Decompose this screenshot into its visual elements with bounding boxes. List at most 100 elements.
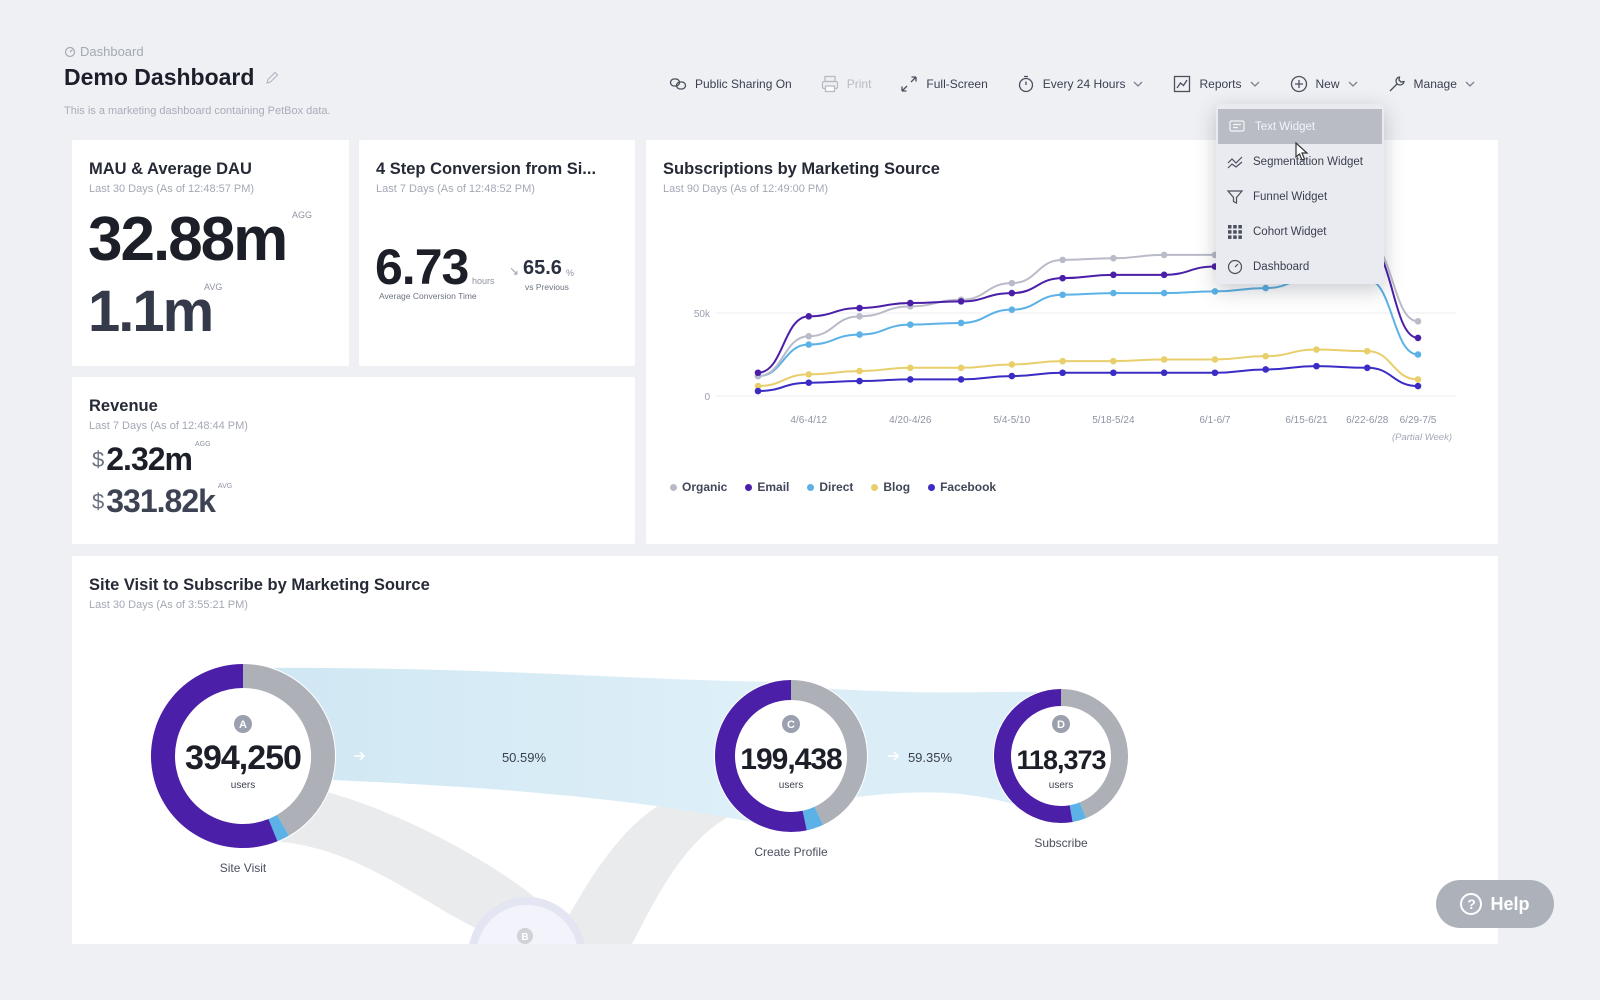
menu-item-funnel-widget[interactable]: Funnel Widget: [1216, 179, 1384, 214]
data-point-email: [856, 304, 863, 312]
mau-card[interactable]: MAU & Average DAU Last 30 Days (As of 12…: [72, 140, 349, 366]
step-unit: users: [1049, 780, 1073, 791]
legend-label: Direct: [819, 480, 854, 494]
refresh-interval-dropdown[interactable]: Every 24 Hours: [1016, 74, 1145, 94]
step-label: Create Profile: [754, 845, 828, 859]
card-title: Revenue: [89, 397, 158, 415]
conversion-rate-label: 59.35%: [908, 750, 953, 765]
legend-item-email[interactable]: Email: [745, 480, 789, 494]
menu-item-segmentation-widget[interactable]: Segmentation Widget: [1216, 144, 1384, 179]
data-point-facebook: [1414, 382, 1422, 390]
menu-item-cohort-widget[interactable]: Cohort Widget: [1216, 214, 1384, 249]
legend-dot: [670, 483, 677, 491]
step-letter-badge: [782, 715, 800, 733]
x-tick-label: 6/22-6/28: [1346, 415, 1389, 426]
legend-item-direct[interactable]: Direct: [807, 480, 853, 494]
step-letter: D: [1057, 719, 1065, 731]
step-unit: users: [779, 780, 803, 791]
link-icon: [669, 78, 687, 90]
fullscreen-button[interactable]: Full-Screen: [899, 74, 988, 94]
expand-icon: [901, 76, 918, 92]
funnel-donut-bg: [150, 663, 336, 849]
breadcrumb[interactable]: Dashboard: [64, 44, 144, 59]
conversion-card[interactable]: 4 Step Conversion from Si... Last 7 Days…: [359, 140, 635, 366]
data-point-facebook: [1211, 369, 1219, 377]
dau-value: 1.1m: [88, 279, 214, 344]
data-point-facebook: [1059, 369, 1066, 377]
pencil-icon[interactable]: [264, 70, 280, 86]
x-tick-label: 4/20-4/26: [889, 415, 932, 426]
legend-dot: [745, 483, 753, 491]
data-point-blog: [856, 367, 863, 375]
data-point-direct: [805, 341, 813, 348]
legend-label: Facebook: [940, 480, 997, 494]
revenue-card[interactable]: Revenue Last 7 Days (As of 12:48:44 PM) …: [72, 377, 635, 544]
conversion-time-unit: hours: [472, 276, 495, 286]
conversion-rate-label: 50.59%: [502, 750, 547, 765]
x-tick-label: 4/6-4/12: [790, 415, 827, 426]
data-point-blog: [1110, 357, 1117, 365]
data-point-blog: [1313, 346, 1320, 353]
legend-item-facebook[interactable]: Facebook: [928, 480, 996, 494]
menu-item-label: Dashboard: [1253, 260, 1310, 273]
trend-down-icon: ↘: [509, 264, 520, 278]
data-point-organic: [1008, 279, 1016, 287]
conversion-flow-a-c: [243, 667, 791, 830]
data-point-direct: [1059, 291, 1066, 299]
funnel-chart[interactable]: B 50.59% 59.35% A 394,250 users Site Visit C 199…: [72, 556, 1498, 944]
public-sharing-button[interactable]: Public Sharing On: [668, 74, 792, 94]
legend-label: Email: [757, 480, 790, 494]
card-subtitle: Last 7 Days (As of 12:48:52 PM): [376, 183, 535, 195]
funnel-icon: [1226, 189, 1244, 204]
chevron-down-icon: [1250, 81, 1259, 87]
dashboard-icon: [1227, 259, 1243, 274]
segmentation-icon: [1227, 156, 1243, 168]
data-point-direct: [1262, 284, 1269, 292]
menu-item-dashboard[interactable]: Dashboard: [1216, 249, 1384, 284]
data-point-direct: [1110, 289, 1117, 297]
percent-symbol: %: [566, 268, 575, 278]
funnel-card[interactable]: Site Visit to Subscribe by Marketing Sou…: [72, 556, 1498, 944]
data-point-facebook: [1008, 372, 1016, 380]
timer-icon: [1018, 75, 1033, 93]
donut-segment: [715, 680, 807, 832]
x-tick-label: 5/4-5/10: [993, 415, 1030, 426]
legend-item-blog[interactable]: Blog: [871, 480, 910, 494]
new-dropdown[interactable]: New: [1289, 74, 1359, 94]
data-point-blog: [754, 382, 762, 390]
donut-segment: [242, 664, 335, 836]
data-point-facebook: [805, 379, 813, 387]
fullscreen-label: Full-Screen: [926, 77, 988, 91]
card-title: Subscriptions by Marketing Source: [663, 160, 940, 178]
print-button[interactable]: Print: [820, 74, 871, 94]
donut-segment: [268, 814, 289, 842]
data-point-facebook: [1110, 369, 1117, 377]
conversion-change-caption: vs Previous: [525, 282, 569, 292]
step-label: Site Visit: [220, 861, 267, 875]
data-point-email: [1008, 289, 1016, 297]
reports-dropdown[interactable]: Reports: [1172, 74, 1260, 94]
step-unit: users: [231, 780, 255, 791]
help-label: Help: [1490, 893, 1530, 914]
help-button[interactable]: ? Help: [1436, 880, 1554, 928]
menu-item-text-widget[interactable]: Text Widget: [1218, 109, 1382, 144]
conversion-time-value: 6.73: [375, 239, 469, 295]
step-letter: C: [787, 719, 795, 731]
data-point-blog: [957, 364, 965, 372]
data-point-blog: [1363, 347, 1371, 355]
legend-item-organic[interactable]: Organic: [670, 480, 727, 494]
chart-legend: Organic Email Direct Blog Facebook: [670, 480, 996, 494]
revenue-average-value: 331.82k: [106, 483, 216, 519]
data-point-blog: [1008, 361, 1016, 368]
page-title-text: Demo Dashboard: [64, 64, 255, 90]
data-point-facebook: [1262, 366, 1269, 373]
data-point-email: [1059, 274, 1066, 282]
data-point-email: [1110, 271, 1117, 279]
manage-dropdown[interactable]: Manage: [1387, 74, 1476, 94]
data-point-organic: [1414, 318, 1422, 325]
public-sharing-label: Public Sharing On: [695, 77, 792, 91]
card-title: MAU & Average DAU: [89, 160, 252, 178]
step-user-count: 394,250: [185, 739, 301, 777]
data-point-email: [1414, 334, 1422, 342]
report-chart-icon: [1174, 75, 1191, 93]
